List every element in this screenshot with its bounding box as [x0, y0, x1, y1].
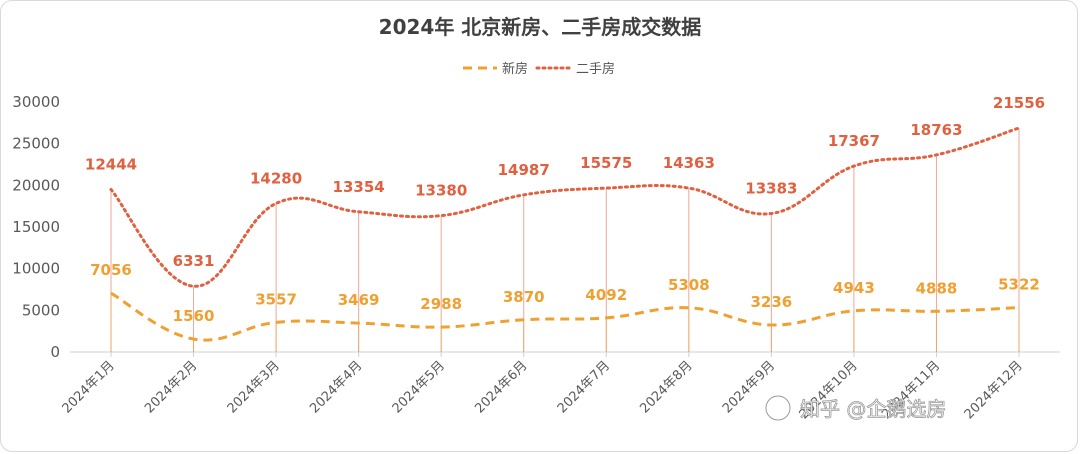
data-label-new: 3557: [255, 290, 297, 308]
data-label-secondhand: 13383: [745, 180, 797, 198]
data-label-new: 2988: [420, 295, 462, 313]
data-label-secondhand: 18763: [910, 121, 962, 139]
legend-label-secondhand: 二手房: [576, 61, 615, 77]
y-tick-label: 0: [50, 343, 60, 361]
data-label-secondhand: 13380: [415, 182, 467, 200]
data-label-secondhand: 15575: [580, 154, 632, 172]
x-tick-label: 2024年6月: [472, 358, 530, 416]
data-label-new: 7056: [90, 261, 132, 279]
data-label-secondhand: 21556: [993, 94, 1045, 112]
data-label-new: 5308: [668, 276, 710, 294]
data-label-new: 3236: [750, 293, 792, 311]
data-label-secondhand: 14987: [498, 161, 550, 179]
x-tick-label: 2024年5月: [390, 358, 448, 416]
drop-lines: [110, 128, 1020, 352]
x-tick-label: 2024年8月: [637, 358, 695, 416]
x-tick-label: 2024年2月: [142, 358, 200, 416]
watermark: 知乎 @企鹅选房: [765, 395, 947, 421]
axes: 0 5000 10000 15000 20000 25000 30000 2024年1月 202…: [12, 93, 1060, 422]
series-lines: [109, 126, 1021, 342]
series-line-二手房: [109, 126, 1021, 288]
legend: 新房 二手房: [463, 61, 615, 77]
x-tick-label: 2024年7月: [555, 358, 613, 416]
data-label-new: 3469: [338, 291, 380, 309]
x-tick-label: 2024年4月: [307, 358, 365, 416]
series-line-新房: [110, 291, 1020, 342]
data-label-new: 4943: [833, 279, 875, 297]
data-label-secondhand: 6331: [173, 252, 215, 270]
chart-title: 2024年 北京新房、二手房成交数据: [379, 15, 702, 39]
y-tick-label: 15000: [12, 218, 60, 236]
y-tick-label: 25000: [12, 135, 60, 153]
y-tick-label: 20000: [12, 176, 60, 194]
data-label-secondhand: 12444: [85, 156, 137, 174]
wechat-icon: [765, 395, 791, 421]
data-label-new: 4888: [916, 279, 958, 297]
x-tick-label: 2024年3月: [225, 358, 283, 416]
data-label-secondhand: 14363: [663, 154, 715, 172]
y-tick-label: 5000: [22, 301, 60, 319]
x-tick-label: 2024年1月: [60, 358, 118, 416]
data-labels: 12444 6331 14280 13354 13380 14987 15575 14363 1…: [85, 94, 1045, 325]
y-tick-label: 30000: [12, 93, 60, 111]
data-label-secondhand: 13354: [333, 178, 385, 196]
data-label-new: 5322: [998, 276, 1040, 294]
data-label-secondhand: 14280: [250, 169, 302, 187]
data-label-new: 1560: [173, 307, 215, 325]
x-tick-label: 2024年12月: [962, 358, 1026, 422]
data-label-new: 3870: [503, 288, 545, 306]
y-tick-label: 10000: [12, 260, 60, 278]
watermark-text: 知乎 @企鹅选房: [800, 397, 946, 421]
data-label-secondhand: 17367: [828, 132, 880, 150]
legend-label-new: 新房: [502, 61, 528, 77]
data-label-new: 4092: [585, 286, 627, 304]
